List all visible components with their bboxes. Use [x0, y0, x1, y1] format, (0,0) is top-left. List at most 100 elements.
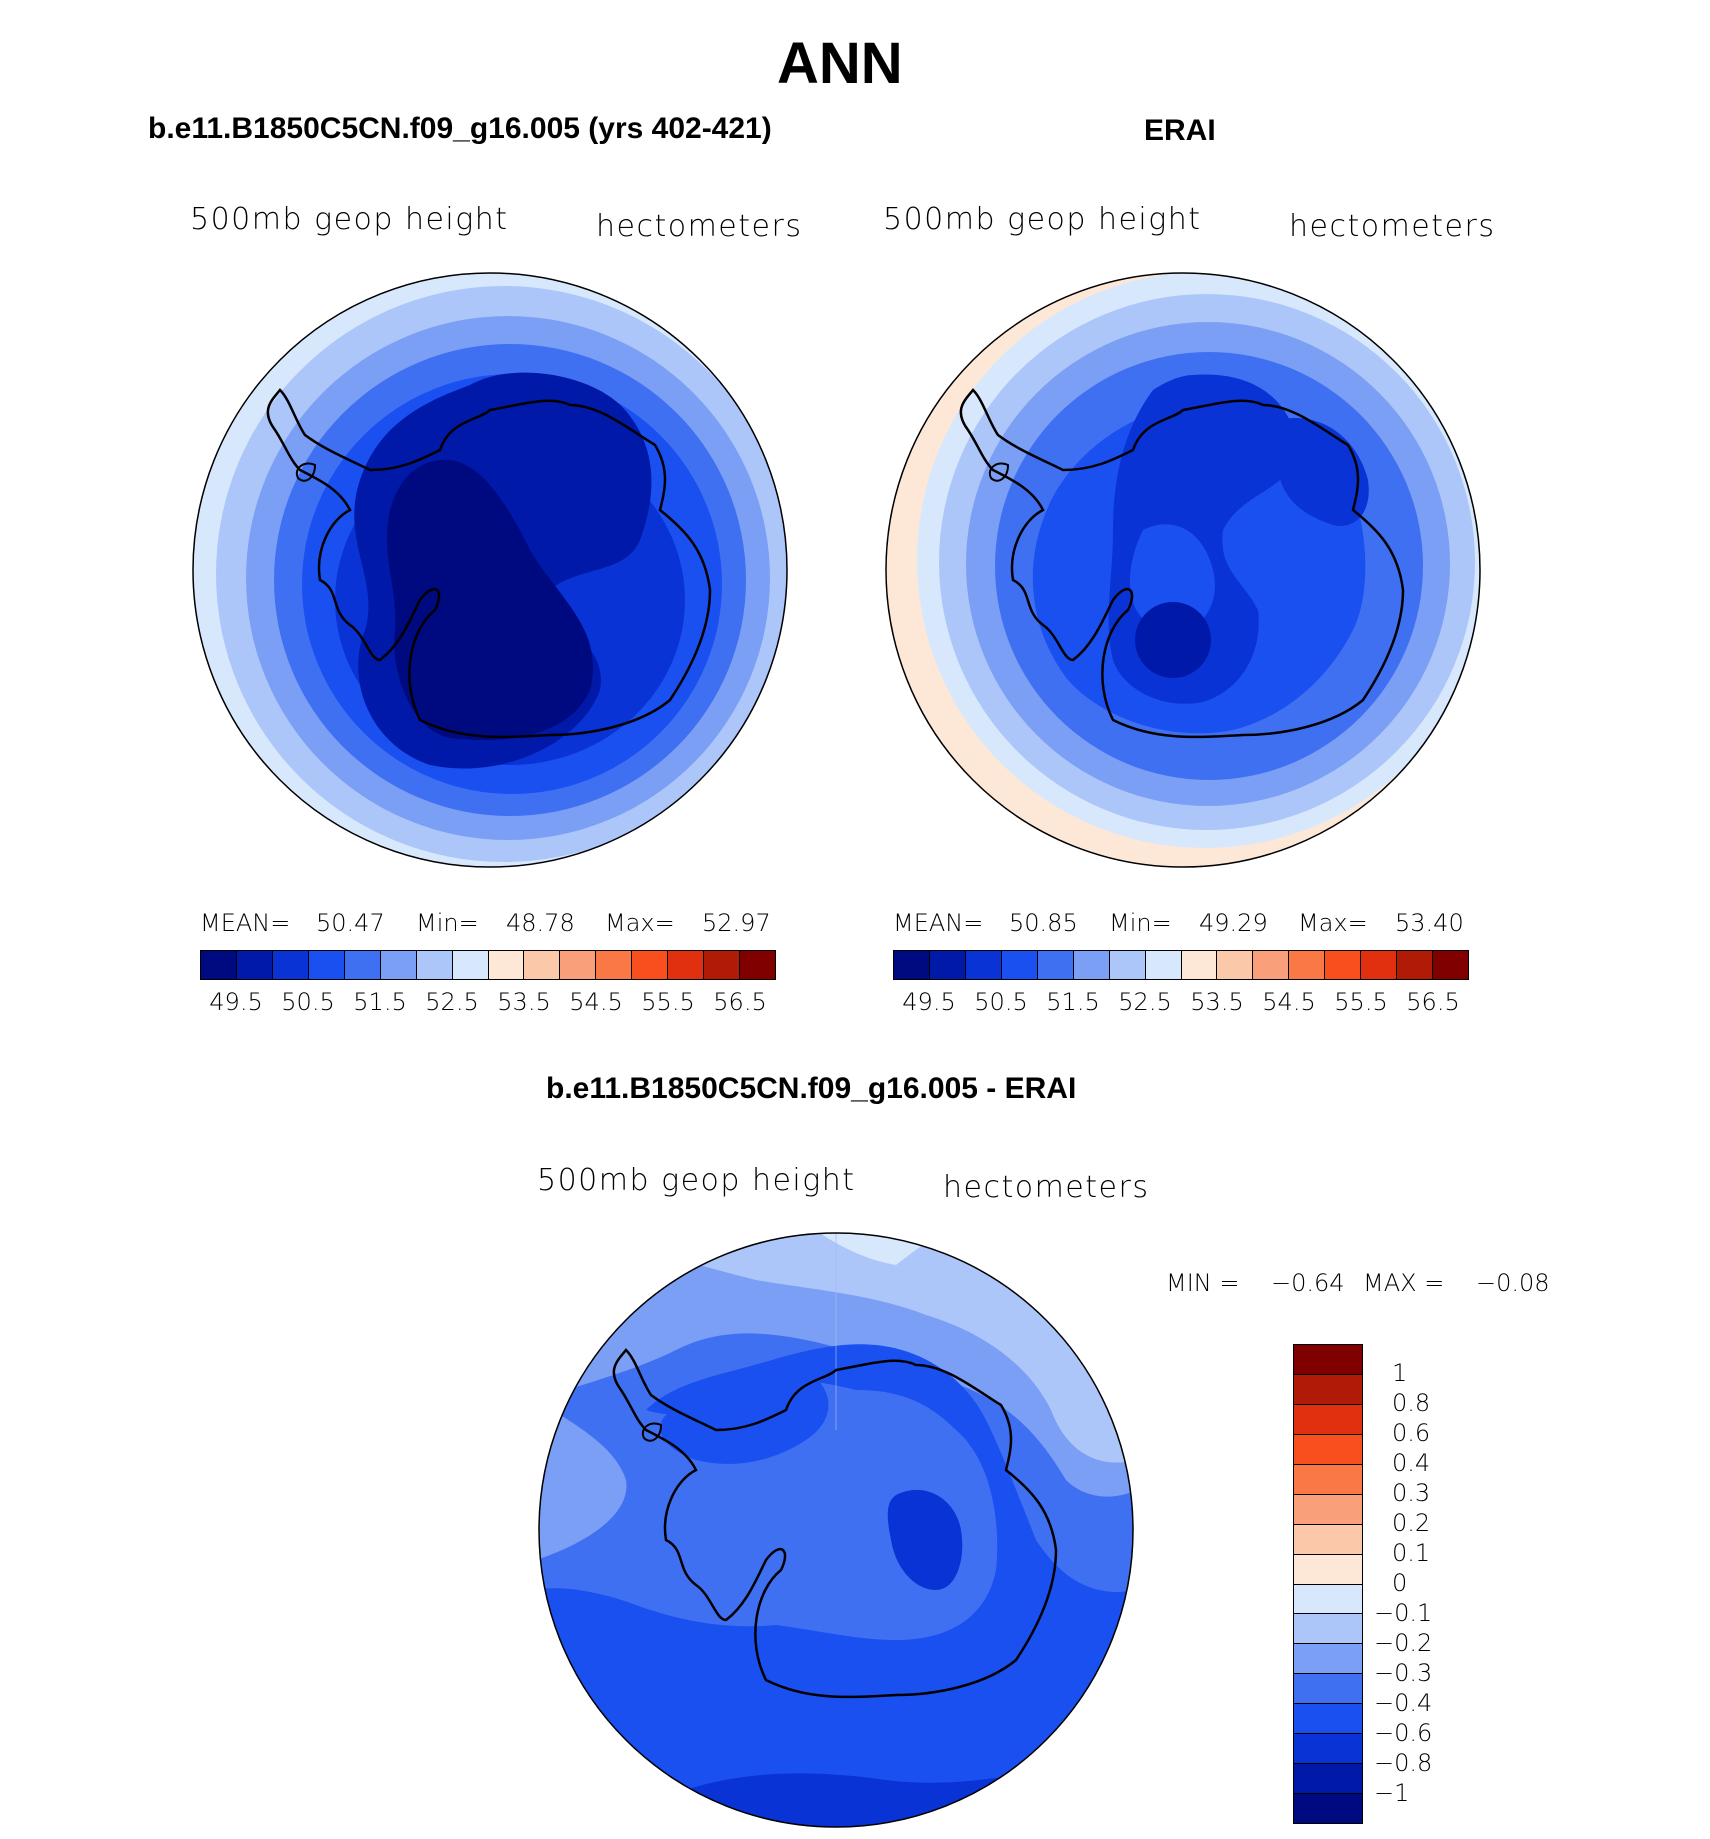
panel-3-colorbar-swatch: [1294, 1494, 1362, 1525]
panel-3-colorbar-tick-label: 0.2: [1392, 1509, 1431, 1537]
panel-1-colorbar-tick-label: 51.5: [353, 988, 407, 1016]
panel-1-mean-label: MEAN=: [200, 909, 291, 937]
panel-2-colorbar-swatch: [1181, 951, 1218, 979]
panel-2-colorbar-swatch: [1217, 951, 1254, 979]
panel-2-colorbar-swatch: [1433, 951, 1468, 979]
panel-3-colorbar-swatch: [1294, 1764, 1362, 1795]
panel-2-colorbar-swatch: [1289, 951, 1326, 979]
panel-1-colorbar-tick-label: 53.5: [497, 988, 551, 1016]
panel-1-colorbar-swatch: [344, 951, 381, 979]
panel-3-colorbar-tick-label: 0.1: [1392, 1539, 1431, 1567]
panel-2-colorbar-tick-label: 55.5: [1334, 988, 1388, 1016]
panel-2-colorbar-tick-label: 56.5: [1406, 988, 1460, 1016]
panel-1-units: hectometers: [596, 209, 803, 244]
panel-2-colorbar-swatch: [965, 951, 1002, 979]
panel-1-colorbar-swatch: [560, 951, 597, 979]
panel-3-map: [538, 1232, 1134, 1828]
panel-1-colorbar-swatch: [380, 951, 417, 979]
figure-title: ANN: [777, 31, 903, 96]
panel-3-colorbar-swatch: [1294, 1404, 1362, 1435]
panel-3-colorbar-tick-label: −0.4: [1374, 1689, 1433, 1717]
panel-3-colorbar-tick-label: 0.3: [1392, 1479, 1431, 1507]
panel-2-colorbar-swatch: [1253, 951, 1290, 979]
map2-band-7: [1135, 602, 1211, 678]
panel-2-title: ERAI: [1144, 114, 1216, 147]
panel-2-colorbar-tick-label: 52.5: [1118, 988, 1172, 1016]
panel-1-colorbar-swatch: [201, 951, 237, 979]
panel-2-colorbar-tick-label: 54.5: [1262, 988, 1316, 1016]
map2-peninsula-detail: [988, 462, 1010, 482]
panel-3-colorbar-tick-label: 0: [1392, 1569, 1408, 1597]
map3-band-1b: [539, 1400, 627, 1560]
panel-3-colorbar-swatch: [1294, 1554, 1362, 1585]
panel-3-colorbar-swatch: [1294, 1674, 1362, 1705]
panel-2-colorbar-swatch: [1397, 951, 1434, 979]
panel-3-colorbar-swatch: [1294, 1794, 1362, 1823]
panel-2-colorbar: [893, 950, 1469, 980]
panel-3-colorbar-tick-label: 0.4: [1392, 1449, 1431, 1477]
panel-1-min-value: 48.78: [506, 909, 575, 937]
panel-1-colorbar-swatch: [740, 951, 775, 979]
panel-3-colorbar-swatch: [1294, 1524, 1362, 1555]
panel-3-colorbar-swatch: [1294, 1464, 1362, 1495]
panel-3-colorbar-swatch: [1294, 1584, 1362, 1615]
panel-3-colorbar-swatch: [1294, 1734, 1362, 1765]
panel-2-colorbar-tick-label: 53.5: [1190, 988, 1244, 1016]
panel-2-max-label: Max=: [1298, 909, 1368, 937]
panel-1-colorbar-swatch: [524, 951, 561, 979]
panel-3-max-label: MAX =: [1363, 1269, 1445, 1297]
panel-3-colorbar-ticks: 1 0.8 0.6 0.4 0.3 0.2 0.1 0 −0.1 −0.2 −0.3 −0.4 −0.6…: [1374, 1344, 1476, 1824]
panel-3-colorbar-tick-label: −0.8: [1374, 1749, 1433, 1777]
panel-3-colorbar-tick-label: −1: [1374, 1779, 1410, 1807]
map1-band-7b: [570, 494, 640, 546]
map1-peninsula-detail: [295, 462, 317, 482]
panel-1-colorbar-swatch: [416, 951, 453, 979]
panel-1-colorbar-swatch: [596, 951, 633, 979]
map2-band-6c: [1129, 524, 1215, 632]
panel-2-colorbar-tick-label: 50.5: [974, 988, 1028, 1016]
panel-3-colorbar-tick-label: −0.1: [1374, 1599, 1433, 1627]
panel-1-colorbar: [200, 950, 776, 980]
panel-1-colorbar-swatch: [632, 951, 669, 979]
panel-1-colorbar-swatch: [272, 951, 309, 979]
panel-3-colorbar-tick-label: −0.6: [1374, 1719, 1433, 1747]
map3-band-5: [887, 1489, 963, 1590]
panel-2-colorbar-tick-label: 49.5: [902, 988, 956, 1016]
panel-3-colorbar-tick-label: −0.3: [1374, 1659, 1433, 1687]
panel-1-colorbar-swatch: [668, 951, 705, 979]
panel-2-colorbar-swatch: [929, 951, 966, 979]
panel-2-colorbar-ticks: 49.5 50.5 51.5 52.5 53.5 54.5 55.5 56.5: [893, 988, 1469, 1018]
map1-coastline: [266, 388, 712, 739]
panel-2-min-label: Min=: [1109, 909, 1172, 937]
panel-3-variable: 500mb geop height: [537, 1163, 856, 1198]
panel-1-variable: 500mb geop height: [190, 202, 509, 237]
panel-3-max-value: −0.08: [1476, 1269, 1550, 1297]
panel-3-units: hectometers: [943, 1170, 1150, 1205]
panel-1-colorbar-tick-label: 56.5: [713, 988, 767, 1016]
panel-3-colorbar: [1293, 1344, 1363, 1824]
panel-2-units: hectometers: [1289, 209, 1496, 244]
map3-band-2: [596, 1233, 1133, 1463]
map2-band-6b: [1273, 418, 1369, 526]
panel-2-colorbar-swatch: [1001, 951, 1038, 979]
map3-peninsula-detail: [641, 1422, 663, 1442]
panel-2-colorbar-swatch: [1037, 951, 1074, 979]
map3-band-4b: [660, 1367, 829, 1464]
panel-3-colorbar-swatch: [1294, 1345, 1362, 1375]
panel-3-colorbar-swatch: [1294, 1374, 1362, 1405]
panel-1-colorbar-tick-label: 49.5: [209, 988, 263, 1016]
panel-1-colorbar-tick-label: 54.5: [569, 988, 623, 1016]
panel-1-min-label: Min=: [416, 909, 479, 937]
panel-2-min-value: 49.29: [1199, 909, 1268, 937]
panel-1-colorbar-swatch: [308, 951, 345, 979]
panel-1-colorbar-tick-label: 50.5: [281, 988, 335, 1016]
panel-3-colorbar-swatch: [1294, 1434, 1362, 1465]
panel-2-colorbar-swatch: [1325, 951, 1362, 979]
panel-1-colorbar-swatch: [488, 951, 525, 979]
panel-1-max-value: 52.97: [702, 909, 771, 937]
panel-2-map: [885, 272, 1481, 868]
map1-band-7: [386, 459, 593, 741]
panel-1-colorbar-tick-label: 52.5: [425, 988, 479, 1016]
panel-1-colorbar-swatch: [452, 951, 489, 979]
panel-3-colorbar-swatch: [1294, 1644, 1362, 1675]
